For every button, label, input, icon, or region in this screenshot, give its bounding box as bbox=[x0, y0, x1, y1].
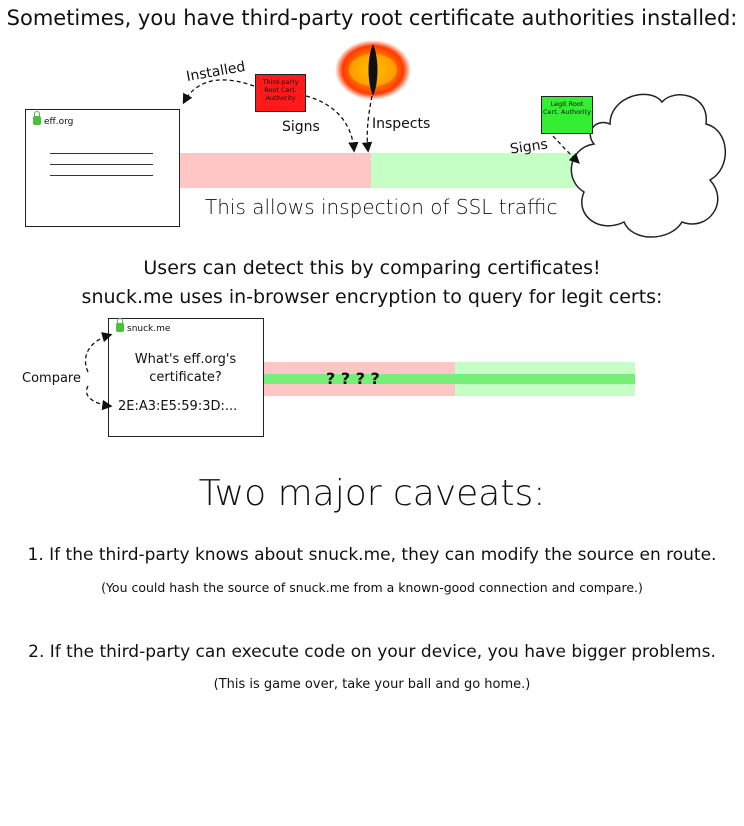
label-signs-left: Signs bbox=[282, 119, 320, 135]
top-arrows bbox=[182, 79, 580, 164]
intercepted-connection-bar bbox=[180, 153, 371, 188]
content-line bbox=[50, 153, 153, 154]
cert-fingerprint: 2E:A3:E5:59:3D:... bbox=[118, 399, 238, 414]
heading-third-party-roots: Sometimes, you have third-party root cer… bbox=[6, 6, 738, 30]
evil-eye-icon bbox=[335, 40, 411, 100]
question-line-2: certificate? bbox=[149, 370, 222, 385]
label-compare: Compare bbox=[22, 371, 81, 386]
browser-window-snuck: snuck.me What's eff.org's certificate? 2… bbox=[108, 318, 264, 437]
caveats-title: Two major caveats: bbox=[198, 473, 546, 514]
compare-arrows bbox=[84, 332, 113, 411]
lock-icon bbox=[116, 318, 124, 332]
encrypted-query-line bbox=[240, 374, 635, 384]
browser-window-eff: eff.org bbox=[25, 109, 180, 227]
caption-ssl-inspection: This allows inspection of SSL traffic bbox=[205, 195, 558, 219]
caveat-2-note: (This is game over, take your ball and g… bbox=[213, 677, 531, 692]
caveat-1: 1. If the third-party knows about snuck.… bbox=[27, 545, 717, 565]
question-line-1: What's eff.org's bbox=[134, 352, 237, 367]
address-bar: snuck.me bbox=[116, 318, 171, 334]
site-name: eff.org bbox=[44, 117, 74, 127]
content-line bbox=[50, 164, 153, 165]
label-inspects: Inspects bbox=[372, 116, 431, 132]
content-line bbox=[50, 175, 153, 176]
site-name: snuck.me bbox=[127, 324, 171, 334]
unknown-path-marks: ? ? ? ? bbox=[326, 369, 380, 388]
lock-icon bbox=[33, 111, 41, 125]
address-bar: eff.org bbox=[33, 111, 74, 127]
legit-connection-bar bbox=[371, 153, 601, 188]
legit-root-cert: Legit Root Cert. Authority bbox=[541, 96, 593, 134]
heading-snuck-me: snuck.me uses in-browser encryption to q… bbox=[81, 286, 663, 308]
heading-users-detect: Users can detect this by comparing certi… bbox=[143, 257, 601, 279]
caveat-2: 2. If the third-party can execute code o… bbox=[28, 642, 716, 662]
caveat-1-note: (You could hash the source of snuck.me f… bbox=[101, 580, 643, 595]
third-party-root-cert: Third-party Root Cert. Authority bbox=[255, 74, 306, 112]
